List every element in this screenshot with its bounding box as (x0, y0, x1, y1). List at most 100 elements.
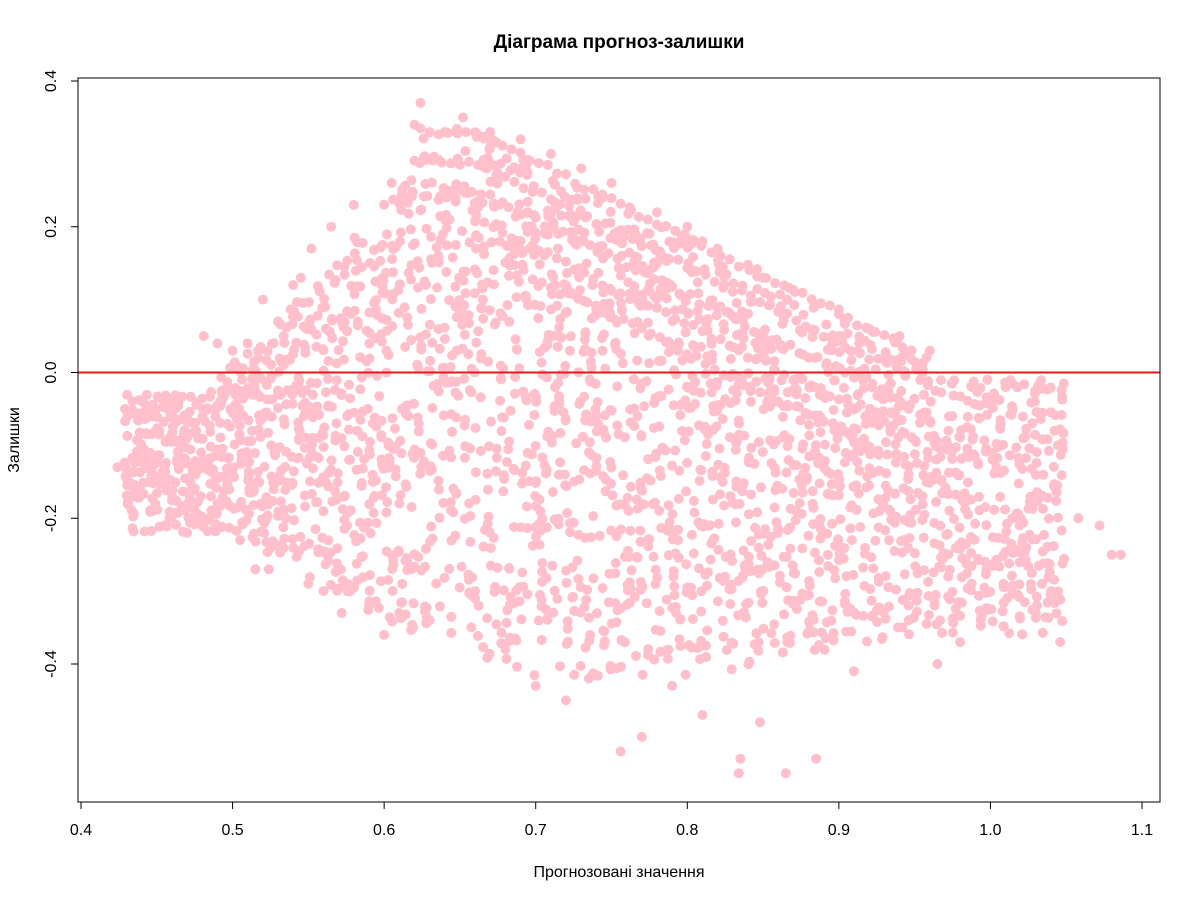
data-point (615, 198, 626, 209)
data-point (724, 254, 735, 265)
data-point (683, 426, 694, 437)
data-point (112, 462, 123, 473)
data-point (406, 335, 417, 345)
data-point (944, 505, 955, 516)
data-point (591, 461, 602, 471)
data-point (851, 424, 862, 435)
data-point (436, 157, 447, 168)
data-point (968, 376, 979, 387)
data-point (433, 250, 444, 261)
data-point (140, 463, 151, 473)
data-point (709, 276, 720, 287)
data-point (629, 421, 640, 431)
data-point (375, 255, 386, 266)
data-point (721, 645, 732, 655)
data-point (1042, 492, 1053, 503)
data-point (482, 468, 493, 479)
data-point (387, 413, 398, 424)
data-point (761, 355, 772, 366)
data-point (950, 442, 961, 453)
data-point (195, 491, 206, 502)
data-point (998, 621, 1009, 632)
data-point (770, 365, 781, 376)
data-point (652, 302, 662, 313)
data-point (839, 382, 849, 393)
data-point (424, 127, 435, 138)
data-point (215, 432, 226, 443)
data-point (660, 645, 671, 656)
data-point (796, 508, 807, 519)
data-point (450, 240, 461, 250)
data-point (936, 475, 947, 485)
data-point (368, 492, 379, 503)
data-point (934, 540, 945, 551)
data-point (459, 329, 470, 340)
data-point (400, 408, 411, 419)
data-point (367, 469, 378, 480)
data-point (415, 97, 426, 108)
data-point (897, 427, 908, 437)
data-point (600, 363, 611, 374)
data-point (280, 513, 291, 524)
data-point (520, 460, 531, 471)
data-point (183, 498, 194, 508)
data-point (849, 372, 859, 383)
data-point (929, 597, 940, 608)
data-point (695, 341, 706, 352)
data-point (464, 385, 475, 396)
data-point (553, 513, 564, 524)
data-point (547, 487, 558, 497)
data-point (642, 538, 653, 549)
data-point (1032, 600, 1042, 611)
data-point (365, 437, 375, 447)
data-point (472, 630, 483, 641)
x-axis-label: Прогнозовані значення (533, 864, 704, 881)
data-point (564, 200, 575, 211)
data-point (785, 522, 796, 533)
data-point (1055, 594, 1066, 605)
data-point (1049, 574, 1060, 585)
data-point (416, 340, 427, 351)
data-point (925, 396, 936, 407)
data-point (478, 313, 489, 324)
data-point (735, 753, 746, 764)
data-point (326, 221, 337, 232)
data-point (724, 584, 735, 595)
data-point (349, 248, 360, 259)
data-point (623, 505, 634, 516)
data-point (830, 443, 841, 454)
data-point (336, 608, 347, 618)
x-tick-label: 0.4 (70, 822, 92, 839)
data-point (295, 272, 306, 283)
data-point (512, 661, 522, 672)
data-point (903, 543, 914, 553)
data-point (413, 362, 424, 373)
data-point (272, 403, 283, 414)
data-point (336, 433, 347, 444)
data-point (537, 558, 548, 568)
data-point (700, 368, 711, 379)
data-point (253, 476, 264, 487)
data-point (425, 461, 436, 472)
data-point (909, 548, 920, 559)
data-point (675, 614, 686, 625)
data-point (242, 348, 253, 359)
data-point (567, 234, 578, 245)
data-point (777, 318, 788, 329)
data-point (1027, 503, 1038, 514)
data-point (521, 501, 532, 512)
data-point (846, 431, 856, 442)
data-point (475, 392, 486, 403)
data-point (711, 310, 722, 321)
data-point (465, 511, 476, 521)
data-point (750, 522, 761, 533)
data-point (460, 288, 471, 299)
data-point (512, 206, 523, 217)
data-point (795, 415, 806, 426)
data-point (565, 527, 575, 538)
data-point (441, 267, 452, 277)
data-point (298, 411, 309, 422)
data-point (364, 570, 375, 581)
data-point (367, 418, 378, 429)
data-point (167, 427, 178, 438)
